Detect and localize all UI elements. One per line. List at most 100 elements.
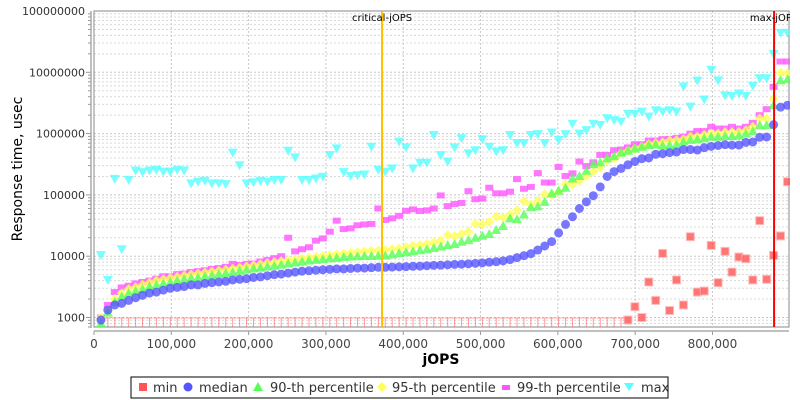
- point-99-th-percentile: [485, 184, 494, 191]
- point-median: [165, 283, 175, 293]
- point-99-th-percentile: [415, 208, 424, 215]
- point-min: [713, 278, 723, 288]
- point-median: [415, 261, 425, 271]
- point-median: [588, 191, 598, 201]
- point-99-th-percentile: [575, 158, 584, 165]
- point-median: [602, 171, 612, 181]
- point-99-th-percentile: [727, 123, 736, 130]
- point-median: [131, 293, 141, 303]
- point-min-below-range: [548, 317, 555, 327]
- point-99-th-percentile: [311, 237, 320, 244]
- point-min-below-range: [389, 317, 396, 327]
- point-90-th-percentile: [262, 261, 273, 271]
- point-max: [539, 139, 550, 149]
- point-min: [637, 313, 647, 323]
- point-min: [630, 302, 640, 312]
- point-90-th-percentile: [553, 185, 564, 195]
- point-min-below-range: [174, 317, 181, 327]
- point-median: [422, 261, 432, 271]
- point-max: [109, 174, 120, 184]
- point-90-th-percentile: [518, 209, 529, 219]
- point-90-th-percentile: [754, 120, 765, 130]
- point-min-below-range: [153, 317, 160, 327]
- point-median: [346, 264, 356, 274]
- point-min-below-range: [160, 317, 167, 327]
- point-min-below-range: [264, 317, 271, 327]
- point-min-below-range: [590, 317, 597, 327]
- point-90-th-percentile: [609, 151, 620, 161]
- point-median: [304, 266, 314, 276]
- point-90-th-percentile: [720, 131, 731, 141]
- point-min-below-range: [285, 317, 292, 327]
- legend: min median 90-th percentile 95-th percen…: [130, 376, 670, 399]
- point-min-below-range: [243, 317, 250, 327]
- point-max: [595, 121, 606, 131]
- point-90-th-percentile: [761, 120, 772, 130]
- point-99-th-percentile: [776, 58, 785, 65]
- point-median: [318, 265, 328, 275]
- point-max: [158, 167, 169, 177]
- point-max: [234, 161, 245, 171]
- legend-min-label: min: [153, 381, 178, 396]
- point-99-th-percentile: [506, 188, 515, 195]
- point-min-below-range: [451, 317, 458, 327]
- point-median: [408, 261, 418, 271]
- point-median: [574, 204, 584, 214]
- point-max: [782, 28, 793, 38]
- point-median: [269, 270, 279, 280]
- point-99-th-percentile: [402, 207, 411, 214]
- point-median: [498, 256, 508, 266]
- point-90-th-percentile: [442, 240, 453, 250]
- point-max: [692, 76, 703, 86]
- point-min-below-range: [271, 317, 278, 327]
- point-median: [138, 290, 148, 300]
- point-max: [657, 107, 668, 117]
- point-90-th-percentile: [664, 140, 675, 150]
- point-median: [429, 260, 439, 270]
- point-max: [553, 135, 564, 145]
- point-max: [775, 28, 786, 38]
- point-90-th-percentile: [276, 259, 287, 269]
- point-max: [414, 158, 425, 168]
- point-max: [241, 179, 252, 189]
- point-90-th-percentile: [255, 262, 266, 272]
- point-95-th-percentile: [428, 237, 439, 248]
- legend-max-label: max: [641, 381, 670, 396]
- point-99-th-percentile: [783, 58, 792, 65]
- point-99-th-percentile: [533, 170, 542, 177]
- point-max: [491, 147, 502, 157]
- point-max: [297, 176, 308, 186]
- legend-median-label: median: [199, 381, 248, 396]
- point-median: [658, 149, 668, 159]
- point-90-th-percentile: [775, 75, 786, 85]
- point-max: [338, 168, 349, 178]
- point-min-below-range: [486, 317, 493, 327]
- point-90-th-percentile: [116, 291, 127, 301]
- point-min-below-range: [493, 317, 500, 327]
- point-median: [255, 272, 265, 282]
- point-max: [546, 128, 557, 138]
- point-min-below-range: [278, 317, 285, 327]
- point-99-th-percentile: [464, 188, 473, 195]
- point-min: [658, 248, 668, 258]
- point-90-th-percentile: [206, 270, 217, 280]
- point-min-below-range: [569, 317, 576, 327]
- point-median: [665, 148, 675, 158]
- y-tick-label: 1000000: [36, 128, 85, 141]
- point-90-th-percentile: [137, 284, 148, 294]
- point-min-below-range: [527, 317, 534, 327]
- point-min-below-range: [368, 317, 375, 327]
- point-median: [450, 259, 460, 269]
- point-median: [484, 257, 494, 267]
- point-min-below-range: [437, 317, 444, 327]
- point-90-th-percentile: [505, 213, 516, 223]
- point-max: [442, 157, 453, 167]
- right-margin: [790, 0, 800, 370]
- point-max: [137, 168, 148, 178]
- point-median: [741, 137, 751, 147]
- point-99-th-percentile: [408, 206, 417, 213]
- point-min-below-range: [562, 317, 569, 327]
- point-90-th-percentile: [747, 126, 758, 136]
- legend-p95-label: 95-th percentile: [392, 381, 496, 396]
